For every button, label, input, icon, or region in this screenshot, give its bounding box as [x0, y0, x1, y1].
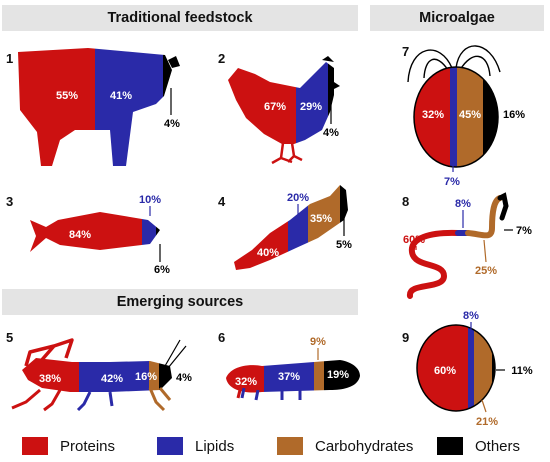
spir-proteins-value: 60% [403, 234, 425, 246]
chlor-carbohydrates-value: 21% [476, 416, 498, 428]
spirulina-filament [407, 192, 509, 299]
fish-lipids-value: 10% [139, 194, 161, 206]
chlor-carbohydrates-leader [481, 399, 487, 413]
larva-lipids-value: 37% [278, 371, 300, 383]
header-microalgae: Microalgae [370, 5, 544, 31]
potato-others-value: 5% [336, 239, 352, 251]
chlamydomonas-cell [407, 45, 501, 168]
legend-item-lipids: Lipids [157, 433, 234, 459]
grasshopper-proteins-value: 38% [39, 373, 61, 385]
legend-swatch-lipids [157, 437, 183, 455]
header-traditional-label: Traditional feedstock [107, 10, 253, 26]
spir-others-value: 7% [516, 225, 532, 237]
legend-label-others: Others [475, 437, 521, 455]
chlam-lipids-value: 7% [444, 176, 460, 188]
legend-label-lipids: Lipids [195, 437, 235, 455]
spir-carbohydrates-leader [483, 239, 487, 263]
legend-swatch-proteins [22, 437, 48, 455]
chlor-proteins-value: 60% [434, 365, 456, 377]
spir-carbohydrates-value: 25% [475, 265, 497, 277]
cow-others-value: 4% [164, 118, 180, 130]
chicken-others-value: 4% [323, 127, 339, 139]
chlam-proteins-value: 32% [422, 109, 444, 121]
grasshopper-silhouette [11, 338, 187, 412]
fish-others-value: 6% [154, 264, 170, 276]
panel-number-1: 1 [6, 51, 13, 66]
spir-lipids-value: 8% [455, 198, 471, 210]
cow-lipids-value: 41% [110, 90, 132, 102]
header-emerging-label: Emerging sources [116, 294, 244, 310]
cow-proteins-value: 55% [56, 90, 78, 102]
panel-number-9: 9 [402, 330, 409, 345]
chicken-proteins-value: 67% [264, 101, 286, 113]
chlam-carbohydrates-value: 45% [459, 109, 481, 121]
panel-number-6: 6 [218, 330, 225, 345]
chlam-others-value: 16% [503, 109, 525, 121]
potato-carbohydrates-value: 35% [310, 213, 332, 225]
chlor-others-value: 11% [511, 365, 533, 377]
legend: Proteins Lipids Carbohydrates Others [0, 433, 550, 459]
legend-label-proteins: Proteins [60, 437, 116, 455]
header-emerging-sources: Emerging sources [2, 289, 358, 315]
header-microalgae-label: Microalgae [419, 10, 495, 26]
legend-swatch-carbohydrates [277, 437, 303, 455]
header-traditional-feedstock: Traditional feedstock [2, 5, 358, 31]
grasshopper-carbohydrates-value: 16% [135, 371, 157, 383]
larva-others-value: 19% [327, 369, 349, 381]
grasshopper-lipids-value: 42% [101, 373, 123, 385]
fish-proteins-value: 84% [69, 229, 91, 241]
cow-silhouette [18, 48, 180, 166]
legend-swatch-others [437, 437, 463, 455]
chicken-lipids-value: 29% [300, 101, 322, 113]
panel-number-4: 4 [218, 194, 226, 209]
legend-item-others: Others [437, 433, 520, 459]
chlor-lipids-value: 8% [463, 310, 479, 322]
legend-item-carbohydrates: Carbohydrates [277, 433, 413, 459]
chlorella-cell [416, 324, 496, 412]
panel-number-5: 5 [6, 330, 13, 345]
panel-number-8: 8 [402, 194, 409, 209]
larva-proteins-value: 32% [235, 376, 257, 388]
potato-proteins-value: 40% [257, 247, 279, 259]
panel-number-7: 7 [402, 44, 409, 59]
fish-silhouette [30, 212, 160, 252]
panel-number-3: 3 [6, 194, 13, 209]
legend-label-carbohydrates: Carbohydrates [315, 437, 414, 455]
grasshopper-others-value: 4% [176, 372, 192, 384]
potato-lipids-value: 20% [287, 192, 309, 204]
legend-item-proteins: Proteins [22, 433, 115, 459]
panel-number-2: 2 [218, 51, 225, 66]
larva-carbohydrates-value: 9% [310, 336, 326, 348]
